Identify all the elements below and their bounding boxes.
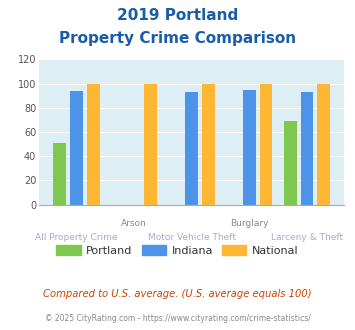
Text: Larceny & Theft: Larceny & Theft	[271, 233, 343, 242]
Bar	[54, 143, 66, 205]
Text: Arson: Arson	[121, 219, 147, 228]
Text: Burglary: Burglary	[230, 219, 268, 228]
Text: Compared to U.S. average. (U.S. average equals 100): Compared to U.S. average. (U.S. average …	[43, 289, 312, 299]
Text: Property Crime Comparison: Property Crime Comparison	[59, 31, 296, 46]
Bar	[202, 83, 215, 205]
Text: All Property Crime: All Property Crime	[35, 233, 118, 242]
Bar	[243, 90, 256, 205]
Text: © 2025 CityRating.com - https://www.cityrating.com/crime-statistics/: © 2025 CityRating.com - https://www.city…	[45, 314, 310, 323]
Legend: Portland, Indiana, National: Portland, Indiana, National	[52, 240, 303, 260]
Bar	[70, 91, 83, 205]
Text: Motor Vehicle Theft: Motor Vehicle Theft	[148, 233, 236, 242]
Bar	[144, 83, 157, 205]
Bar	[87, 83, 99, 205]
Bar	[185, 92, 198, 205]
Bar	[317, 83, 330, 205]
Text: 2019 Portland: 2019 Portland	[117, 8, 238, 23]
Bar	[260, 83, 272, 205]
Bar	[301, 92, 313, 205]
Bar	[284, 121, 296, 205]
